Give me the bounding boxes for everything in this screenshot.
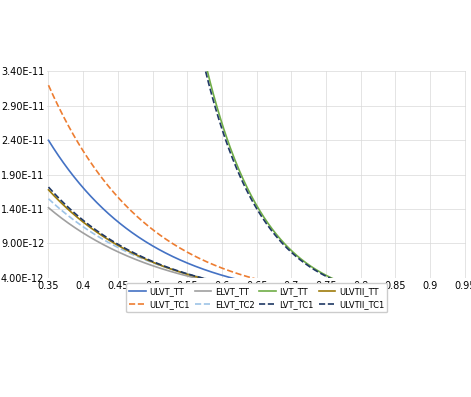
Legend: ULVT_TT, ULVT_TC1, ELVT_TT, ELVT_TC2, LVT_TT, LVT_TC1, ULVTll_TT, ULVTll_TC1: ULVT_TT, ULVT_TC1, ELVT_TT, ELVT_TC2, LV… bbox=[126, 283, 388, 312]
Text: Excellent match of measured results
to N3E models: Excellent match of measured results to N… bbox=[64, 337, 407, 378]
Text: N3E Ring oscillator chip results – testing of
3nm process: N3E Ring oscillator chip results – testi… bbox=[34, 15, 437, 56]
